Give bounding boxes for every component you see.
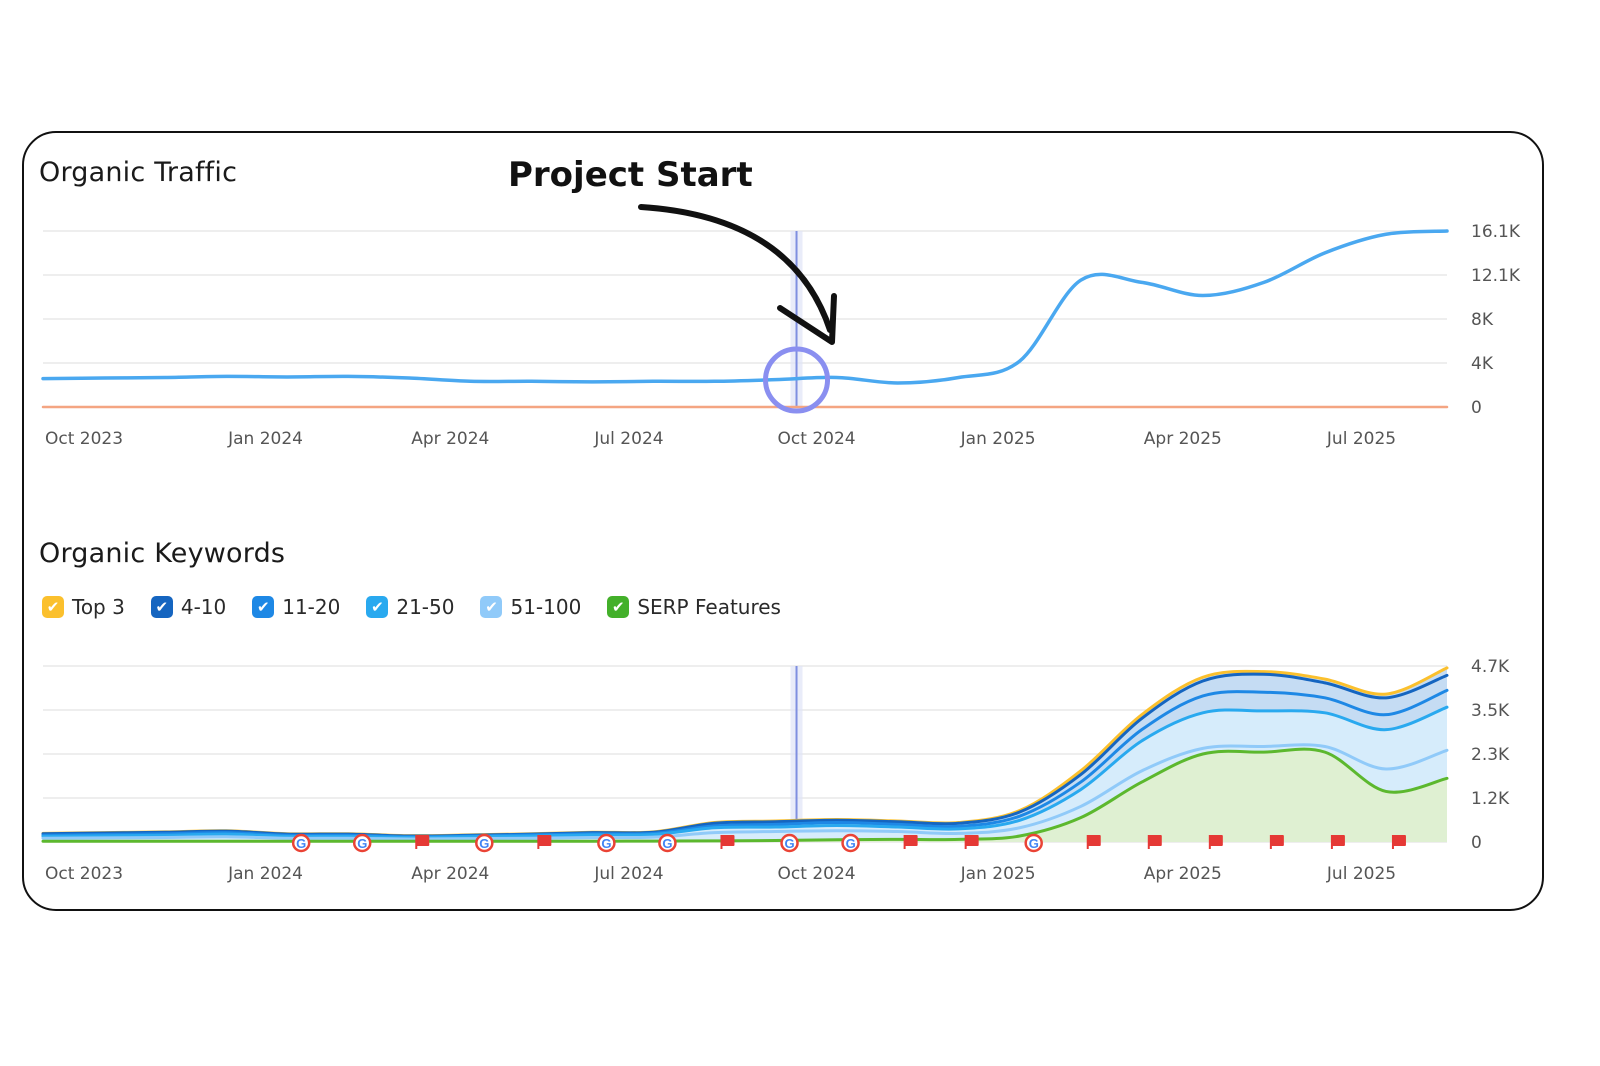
x-tick-label: Oct 2024 bbox=[778, 429, 856, 449]
red-flag-icon bbox=[1331, 835, 1345, 846]
svg-text:G: G bbox=[662, 836, 672, 851]
project-start-circle bbox=[763, 346, 831, 414]
legend-label: 21-50 bbox=[396, 595, 455, 619]
x-tick-label: Oct 2024 bbox=[778, 864, 856, 884]
x-tick-label: Apr 2024 bbox=[411, 429, 489, 449]
arrowhead-icon bbox=[777, 293, 837, 345]
y-tick-label: 4K bbox=[1471, 354, 1494, 374]
series-line-serp-features bbox=[41, 747, 1449, 843]
red-flag-icon bbox=[1392, 835, 1406, 846]
svg-text:G: G bbox=[601, 836, 611, 851]
checkbox-checked-icon[interactable]: ✔ bbox=[42, 596, 64, 618]
checkbox-checked-icon[interactable]: ✔ bbox=[366, 596, 389, 618]
x-tick-label: Jan 2025 bbox=[960, 864, 1036, 884]
checkbox-checked-icon[interactable]: ✔ bbox=[480, 596, 503, 618]
google-icon[interactable]: G bbox=[352, 833, 372, 853]
y-tick-label: 16.1K bbox=[1471, 222, 1521, 242]
google-icon[interactable]: G bbox=[658, 833, 677, 853]
y-tick-label: 3.5K bbox=[1471, 701, 1510, 721]
x-tick-label: Jan 2024 bbox=[227, 429, 303, 449]
google-icon[interactable]: G bbox=[780, 833, 799, 853]
traffic-series-line bbox=[41, 229, 1449, 385]
y-tick-label: 0 bbox=[1471, 398, 1482, 418]
area-fill-serp-features bbox=[43, 749, 1447, 842]
x-tick-label: Apr 2025 bbox=[1144, 429, 1222, 449]
legend-item-top-3[interactable]: ✔ Top 3 bbox=[42, 595, 125, 619]
checkbox-checked-icon[interactable]: ✔ bbox=[252, 596, 275, 618]
organic-keywords-title: Organic Keywords bbox=[39, 538, 286, 569]
legend-label: 51-100 bbox=[510, 595, 582, 619]
x-tick-label: Jan 2024 bbox=[227, 864, 303, 884]
red-flag-icon bbox=[416, 835, 430, 846]
legend-label: 11-20 bbox=[282, 595, 341, 619]
svg-text:G: G bbox=[1029, 836, 1039, 851]
red-flag-icon bbox=[721, 835, 735, 846]
y-tick-label: 2.3K bbox=[1471, 745, 1510, 765]
y-tick-label: 12.1K bbox=[1471, 266, 1521, 286]
svg-text:G: G bbox=[785, 836, 795, 851]
x-tick-label: Oct 2023 bbox=[45, 429, 123, 449]
red-flag-icon bbox=[1209, 835, 1223, 846]
legend-label: Top 3 bbox=[72, 595, 125, 619]
svg-text:G: G bbox=[846, 836, 856, 851]
arrow-icon bbox=[638, 204, 833, 333]
google-icon[interactable]: G bbox=[597, 833, 616, 853]
legend-item-51-100[interactable]: ✔ 51-100 bbox=[480, 595, 581, 619]
legend-item-11-20[interactable]: ✔ 11-20 bbox=[252, 595, 340, 619]
x-tick-label: Jul 2024 bbox=[593, 429, 663, 449]
checkbox-checked-icon[interactable]: ✔ bbox=[607, 596, 630, 618]
x-tick-label: Jan 2025 bbox=[960, 429, 1036, 449]
project-start-annotation: Project Start bbox=[508, 155, 753, 195]
x-tick-label: Apr 2025 bbox=[1144, 864, 1222, 884]
svg-text:G: G bbox=[296, 836, 306, 851]
red-flag-icon bbox=[904, 835, 918, 846]
x-tick-label: Jul 2025 bbox=[1326, 864, 1396, 884]
red-flag-icon bbox=[1087, 835, 1101, 846]
red-flag-icon bbox=[965, 835, 979, 846]
keywords-legend: ✔ Top 3 ✔ 4-10 ✔ 11-20 ✔ 21-50 ✔ 51-100 ✔ SERP Feat… bbox=[42, 595, 781, 619]
red-flag-icon bbox=[1270, 835, 1284, 846]
legend-item-serp-features[interactable]: ✔ SERP Features bbox=[607, 595, 781, 619]
red-flag-icon bbox=[1148, 835, 1162, 846]
legend-item-21-50[interactable]: ✔ 21-50 bbox=[366, 595, 454, 619]
legend-label: 4-10 bbox=[180, 595, 227, 619]
legend-item-4-10[interactable]: ✔ 4-10 bbox=[150, 595, 227, 619]
organic-traffic-title: Organic Traffic bbox=[39, 157, 238, 188]
svg-text:G: G bbox=[357, 836, 367, 851]
series-line-21-50 bbox=[41, 705, 1449, 840]
checkbox-checked-icon[interactable]: ✔ bbox=[150, 596, 173, 618]
x-tick-label: Oct 2023 bbox=[45, 864, 123, 884]
y-tick-label: 0 bbox=[1471, 833, 1482, 853]
svg-text:G: G bbox=[479, 836, 489, 851]
google-icon[interactable]: G bbox=[841, 833, 860, 853]
x-tick-label: Jul 2024 bbox=[593, 864, 663, 884]
google-icon[interactable]: G bbox=[291, 833, 311, 853]
google-icon[interactable]: G bbox=[475, 833, 494, 853]
x-tick-label: Jul 2025 bbox=[1326, 429, 1396, 449]
y-tick-label: 1.2K bbox=[1471, 789, 1510, 809]
red-flag-icon bbox=[538, 835, 552, 846]
x-tick-label: Apr 2024 bbox=[411, 864, 489, 884]
series-line-51-100 bbox=[41, 743, 1449, 841]
y-tick-label: 8K bbox=[1471, 310, 1494, 330]
google-icon[interactable]: G bbox=[1024, 833, 1043, 853]
legend-label: SERP Features bbox=[637, 595, 781, 619]
y-tick-label: 4.7K bbox=[1471, 657, 1510, 677]
